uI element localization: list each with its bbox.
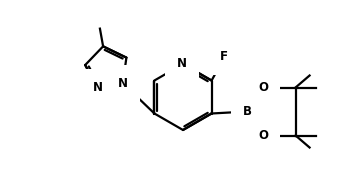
Text: N: N (118, 77, 128, 90)
Text: O: O (259, 81, 269, 94)
Text: O: O (259, 129, 269, 142)
Text: N: N (177, 57, 187, 69)
Text: F: F (220, 50, 228, 63)
Text: N: N (93, 81, 102, 94)
Text: B: B (243, 105, 252, 118)
